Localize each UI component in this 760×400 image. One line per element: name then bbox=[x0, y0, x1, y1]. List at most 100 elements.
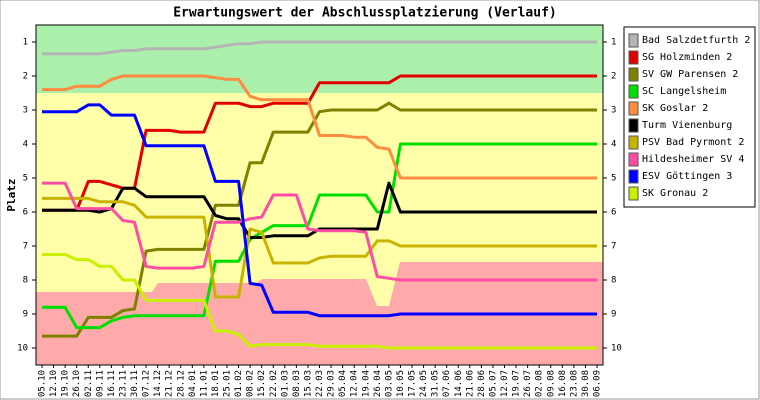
x-tick-label: 18.01 bbox=[211, 370, 221, 397]
x-tick-label: 19.04 bbox=[361, 370, 371, 397]
y2-tick-label: 5 bbox=[611, 174, 616, 184]
y2-tick-label: 7 bbox=[611, 242, 616, 252]
x-tick-label: 23.11 bbox=[118, 370, 128, 397]
legend-swatch bbox=[628, 84, 639, 99]
x-tick-label: 05.04 bbox=[338, 370, 348, 397]
x-tick-label: 05.10 bbox=[38, 370, 48, 397]
legend-label: SV GW Parensen 2 bbox=[642, 69, 738, 80]
x-tick-label: 22.03 bbox=[315, 370, 325, 397]
x-tick-label: 06.09 bbox=[593, 370, 603, 397]
x-tick-label: 25.01 bbox=[223, 370, 233, 397]
legend-swatch bbox=[628, 118, 639, 133]
x-tick-label: 04.01 bbox=[188, 370, 198, 397]
series-line bbox=[42, 181, 597, 239]
legend-swatch bbox=[628, 50, 639, 65]
legend-swatch bbox=[628, 33, 639, 48]
x-tick-label: 19.10 bbox=[61, 370, 71, 397]
x-tick-label: 08.02 bbox=[246, 370, 256, 397]
y-tick-label: 9 bbox=[23, 310, 28, 320]
x-tick-label: 05.07 bbox=[488, 370, 498, 397]
x-tick-label: 17.05 bbox=[408, 370, 418, 397]
y-tick-label: 5 bbox=[23, 174, 28, 184]
legend-label: SK Gronau 2 bbox=[642, 188, 708, 199]
legend-swatch bbox=[628, 101, 639, 116]
legend-swatch bbox=[628, 135, 639, 150]
x-tick-label: 02.08 bbox=[535, 370, 545, 397]
legend-label: ESV Göttingen 3 bbox=[642, 171, 732, 182]
legend bbox=[623, 26, 756, 208]
x-tick-label: 07.12 bbox=[142, 370, 152, 397]
y2-tick-label: 4 bbox=[611, 140, 616, 150]
x-tick-label: 12.10 bbox=[49, 370, 59, 397]
x-tick-label: 24.05 bbox=[419, 370, 429, 397]
x-tick-label: 26.04 bbox=[373, 370, 383, 397]
x-tick-label: 16.11 bbox=[107, 370, 117, 397]
legend-label: PSV Bad Pyrmont 2 bbox=[642, 137, 744, 148]
legend-label: Bad Salzdetfurth 2 bbox=[642, 35, 750, 46]
y-tick-label: 1 bbox=[23, 38, 28, 48]
x-tick-label: 01.02 bbox=[234, 370, 244, 397]
x-tick-label: 15.03 bbox=[303, 370, 313, 397]
x-tick-label: 22.02 bbox=[269, 370, 279, 397]
x-tick-label: 29.03 bbox=[327, 370, 337, 397]
legend-swatch bbox=[628, 152, 639, 167]
series-line bbox=[42, 40, 597, 56]
y-tick-label: 6 bbox=[23, 208, 28, 218]
x-tick-label: 11.01 bbox=[199, 370, 209, 397]
y2-tick-label: 9 bbox=[611, 310, 616, 320]
x-tick-label: 21.12 bbox=[165, 370, 175, 397]
legend-swatch bbox=[628, 169, 639, 184]
x-tick-label: 12.07 bbox=[500, 370, 510, 397]
y-tick-label: 2 bbox=[23, 72, 28, 82]
x-tick-label: 12.04 bbox=[350, 370, 360, 397]
y2-tick-label: 1 bbox=[611, 38, 616, 48]
y2-tick-label: 3 bbox=[611, 106, 616, 116]
x-tick-label: 28.12 bbox=[176, 370, 186, 397]
x-tick-label: 10.05 bbox=[396, 370, 406, 397]
legend-label: Hildesheimer SV 4 bbox=[642, 154, 744, 165]
y2-tick-label: 10 bbox=[611, 344, 622, 354]
legend-label: SG Holzminden 2 bbox=[642, 52, 732, 63]
y-tick-label: 10 bbox=[17, 344, 28, 354]
x-tick-label: 03.05 bbox=[384, 370, 394, 397]
x-tick-label: 14.12 bbox=[153, 370, 163, 397]
x-tick-label: 14.06 bbox=[454, 370, 464, 397]
x-tick-label: 30.11 bbox=[130, 370, 140, 397]
x-tick-label: 31.05 bbox=[431, 370, 441, 397]
legend-swatch bbox=[628, 67, 639, 82]
series-line bbox=[42, 103, 597, 318]
x-tick-label: 19.07 bbox=[512, 370, 522, 397]
x-tick-label: 01.03 bbox=[280, 370, 290, 397]
y2-tick-label: 6 bbox=[611, 208, 616, 218]
series-line bbox=[42, 74, 597, 180]
series-line bbox=[42, 101, 597, 338]
y2-tick-label: 8 bbox=[611, 276, 616, 286]
y-tick-label: 8 bbox=[23, 276, 28, 286]
legend-swatch bbox=[628, 186, 639, 201]
y-tick-label: 3 bbox=[23, 106, 28, 116]
x-tick-label: 09.08 bbox=[546, 370, 556, 397]
x-tick-label: 28.06 bbox=[477, 370, 487, 397]
x-tick-label: 21.06 bbox=[465, 370, 475, 397]
x-tick-label: 02.11 bbox=[84, 370, 94, 397]
chart-title: Erwartungswert der Abschlussplatzierung … bbox=[173, 6, 557, 21]
legend-label: SK Goslar 2 bbox=[642, 103, 708, 114]
y-tick-label: 4 bbox=[23, 140, 28, 150]
x-tick-label: 26.10 bbox=[72, 370, 82, 397]
x-tick-label: 16.08 bbox=[558, 370, 568, 397]
legend-label: SC Langelsheim bbox=[642, 86, 726, 97]
series-line bbox=[42, 196, 597, 299]
y-tick-label: 7 bbox=[23, 242, 28, 252]
legend-label: Turm Vienenburg bbox=[642, 120, 732, 131]
y2-tick-label: 2 bbox=[611, 72, 616, 82]
x-tick-label: 26.07 bbox=[523, 370, 533, 397]
series-line bbox=[42, 142, 597, 330]
x-tick-label: 07.06 bbox=[442, 370, 452, 397]
x-tick-label: 09.11 bbox=[95, 370, 105, 397]
x-tick-label: 30.08 bbox=[581, 370, 591, 397]
x-tick-label: 15.02 bbox=[257, 370, 267, 397]
zone-relegation bbox=[36, 262, 603, 365]
x-tick-label: 23.08 bbox=[569, 370, 579, 397]
y-axis-label: Platz bbox=[5, 178, 18, 211]
